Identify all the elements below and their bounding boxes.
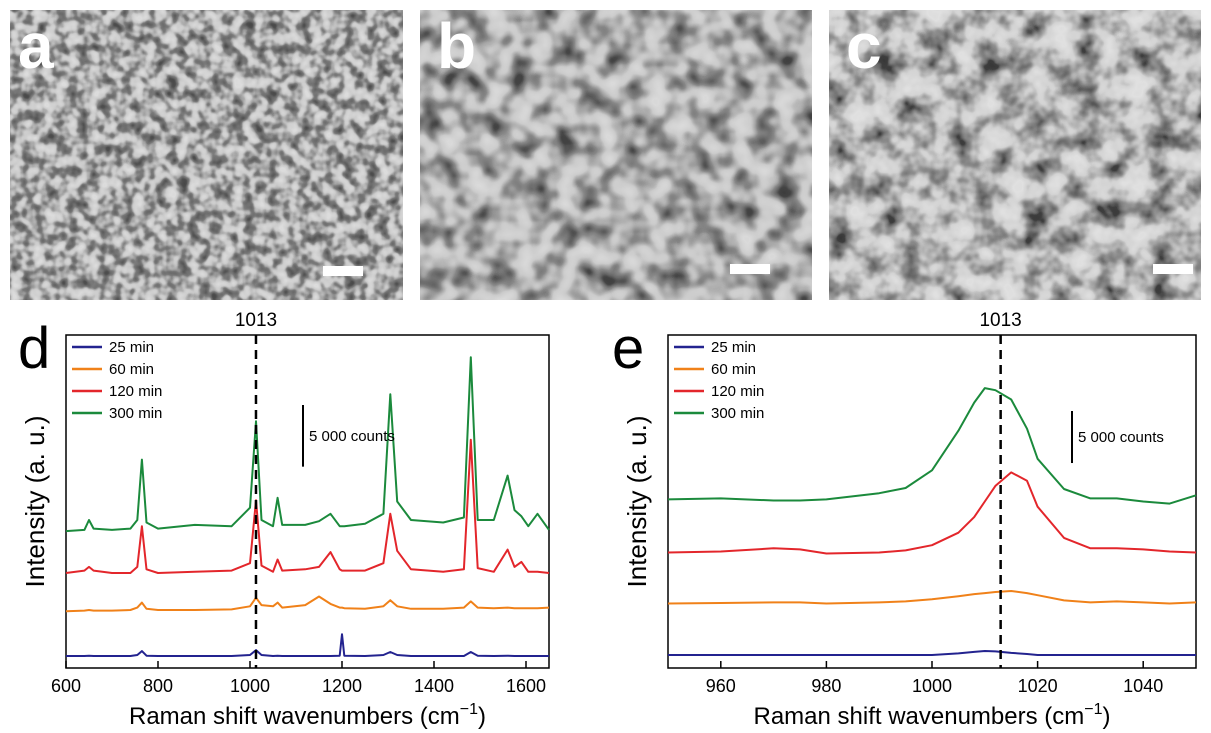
marker-label: 1013: [979, 310, 1021, 331]
panel-label: b: [437, 10, 476, 82]
legend-label: 25 min: [109, 339, 154, 356]
x-axis-label-close: ): [478, 703, 486, 730]
x-tick-label: 1200: [322, 676, 362, 696]
plot-frame: [65, 334, 550, 669]
sem-texture: [420, 10, 812, 300]
x-tick-label: 1000: [912, 676, 952, 696]
x-tick-label: 1040: [1123, 676, 1163, 696]
spectrum-line: [66, 633, 549, 657]
sem-image: a: [10, 10, 403, 300]
x-axis-label-text: Raman shift wavenumbers (cm: [753, 703, 1084, 730]
spectrum-line: [65, 438, 550, 574]
x-tick-label: 960: [706, 676, 736, 696]
x-axis-label: Raman shift wavenumbers (cm−1): [753, 701, 1110, 730]
sem-image: c: [829, 10, 1201, 300]
panel-label: c: [846, 10, 882, 82]
spectrum-line: [667, 387, 1197, 505]
x-axis-label-superscript: −1: [1084, 701, 1102, 718]
sem-texture: [829, 10, 1201, 300]
legend-label: 300 min: [109, 405, 162, 422]
x-tick-label: 600: [51, 676, 81, 696]
legend-label: 300 min: [711, 405, 764, 422]
panel-label: d: [18, 316, 50, 381]
x-axis-label-close: ): [1103, 703, 1111, 730]
scale-bar: [1153, 264, 1193, 274]
scale-bar-label: 5 000 counts: [309, 428, 395, 445]
chart: d 600 800 1000 1200 1400 1600 1013 5 000 counts 2…: [18, 310, 550, 730]
y-axis-label: Intensity (a. u.): [622, 416, 652, 588]
chart: e 960 980 1000 1020 1040 1013 5 000 counts 25 mi…: [612, 310, 1197, 730]
legend-label: 60 min: [711, 361, 756, 378]
spectrum-line: [65, 356, 550, 533]
panel-label: a: [18, 10, 54, 82]
legend-label: 60 min: [109, 361, 154, 378]
x-axis-label: Raman shift wavenumbers (cm−1): [129, 701, 486, 730]
x-tick-label: 980: [811, 676, 841, 696]
x-axis-label-text: Raman shift wavenumbers (cm: [129, 703, 460, 730]
x-tick-label: 1400: [414, 676, 454, 696]
sem-image: b: [420, 10, 812, 300]
marker-label: 1013: [235, 310, 277, 331]
x-tick-label: 1020: [1018, 676, 1058, 696]
y-axis-label: Intensity (a. u.): [20, 416, 50, 588]
x-tick-label: 800: [143, 676, 173, 696]
legend-label: 120 min: [109, 383, 162, 400]
spectrum-line: [668, 650, 1196, 656]
spectrum-line: [667, 590, 1197, 605]
scale-bar-label: 5 000 counts: [1078, 429, 1164, 446]
x-tick-label: 1000: [230, 676, 270, 696]
scale-bar: [323, 266, 363, 276]
x-axis-label-superscript: −1: [460, 701, 478, 718]
spectrum-line: [667, 471, 1197, 555]
sem-texture: [10, 10, 403, 300]
panel-label: e: [612, 316, 644, 381]
legend-label: 25 min: [711, 339, 756, 356]
spectrum-line: [65, 595, 550, 613]
scale-bar: [730, 264, 770, 274]
legend-label: 120 min: [711, 383, 764, 400]
x-tick-label: 1600: [506, 676, 546, 696]
